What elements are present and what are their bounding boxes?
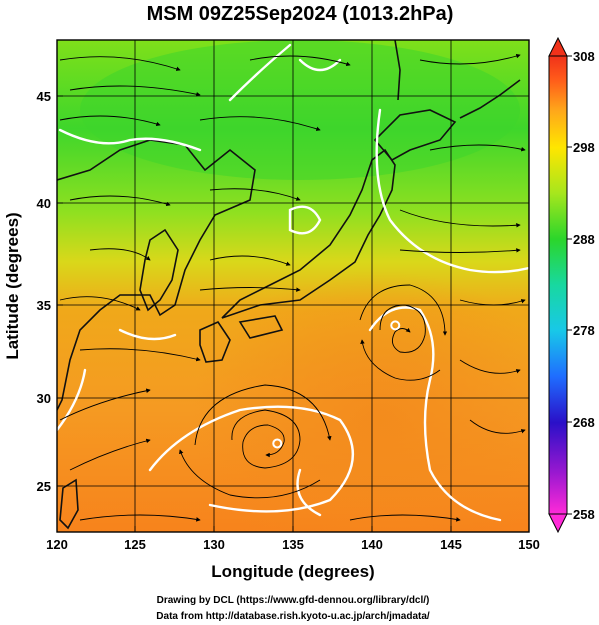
isotherm-contours xyxy=(57,43,529,522)
x-tick-labels: 120 125 130 135 140 145 150 xyxy=(46,537,540,552)
map-plot xyxy=(57,40,529,532)
x-tick-label: 150 xyxy=(518,537,540,552)
x-tick-label: 140 xyxy=(361,537,383,552)
x-tick-label: 125 xyxy=(124,537,146,552)
mainland-coast xyxy=(57,139,256,411)
x-tick-label: 120 xyxy=(46,537,68,552)
y-tick-label: 35 xyxy=(37,298,51,313)
colorbar-tick-label: 268 xyxy=(573,415,595,430)
y-tick-label: 40 xyxy=(37,196,51,211)
colorbar-tick-label: 278 xyxy=(573,323,595,338)
cyclone-layer xyxy=(272,320,401,449)
y-tick-label: 30 xyxy=(37,391,51,406)
cyclone-center xyxy=(390,320,401,331)
credit-data-source: Data from http://database.rish.kyoto-u.a… xyxy=(156,611,430,622)
y-axis-label: Latitude (degrees) xyxy=(3,212,22,359)
coastlines xyxy=(57,40,521,530)
cyclone-center xyxy=(272,438,283,449)
colorbar-tick-label: 308 xyxy=(573,49,595,64)
x-tick-label: 145 xyxy=(440,537,462,552)
x-tick-label: 135 xyxy=(282,537,304,552)
cool-north-region xyxy=(80,40,520,180)
korea-coast xyxy=(139,228,179,312)
colorbar-tick-label: 258 xyxy=(573,507,595,522)
colorbar-scale xyxy=(548,55,568,515)
colorbar-top-arrow xyxy=(548,36,568,57)
x-axis-label: Longitude (degrees) xyxy=(211,562,374,581)
kyushu-coast xyxy=(199,320,231,363)
credit-drawing: Drawing by DCL (https://www.gfd-dennou.o… xyxy=(157,595,430,606)
colorbar-tick-label: 288 xyxy=(573,232,595,247)
wind-streamlines xyxy=(59,53,526,522)
warm-sea-region xyxy=(190,270,529,532)
hokkaido-coast xyxy=(373,109,457,162)
y-tick-label: 25 xyxy=(37,479,51,494)
chart-title: MSM 09Z25Sep2024 (1013.2hPa) xyxy=(147,3,454,25)
colorbar: 308 298 288 278 268 258 xyxy=(548,36,595,534)
shikoku-coast xyxy=(238,315,284,339)
x-tick-label: 130 xyxy=(203,537,225,552)
colorbar-bottom-arrow xyxy=(548,513,568,534)
colorbar-tick-label: 298 xyxy=(573,140,595,155)
tick-marks xyxy=(56,95,530,532)
y-tick-labels: 25 30 35 40 45 xyxy=(37,89,51,494)
kuril-islands xyxy=(459,79,521,119)
taiwan-coast xyxy=(59,478,79,530)
sakhalin-coast xyxy=(394,40,401,101)
y-tick-label: 45 xyxy=(37,89,51,104)
map-grid xyxy=(57,40,529,532)
